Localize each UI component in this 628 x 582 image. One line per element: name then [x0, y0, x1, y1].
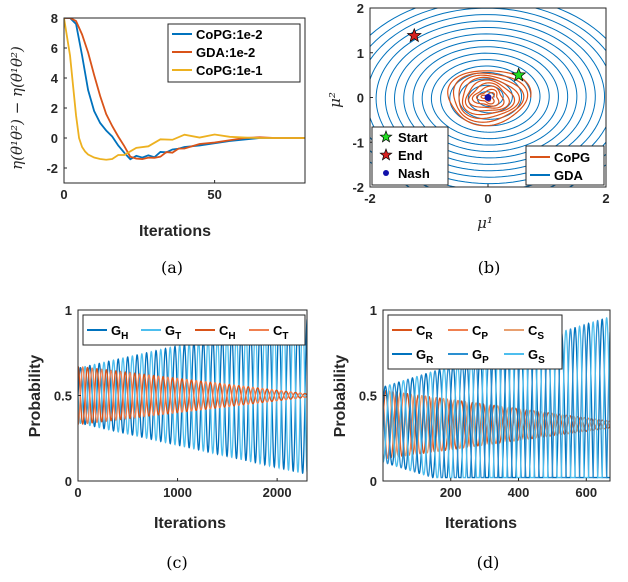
panel-a-CoPG-1e-2-legend-label: CoPG:1e-2 — [196, 27, 262, 42]
y-tick-label: 8 — [51, 11, 58, 26]
panel-a-y-label: η(θ¹θ²) − η(θ¹θ²) — [8, 46, 26, 170]
legend-nash-label: Nash — [398, 166, 430, 181]
series-G_S-line — [383, 316, 610, 479]
y-tick-label: 6 — [51, 41, 58, 56]
panel-c-y-label: Probability — [27, 355, 44, 438]
panel-c-ticks: 0 1000 2000 0 0.5 1 — [54, 303, 292, 500]
panel-d-caption: (d) — [477, 553, 500, 572]
series-GDA-spiral — [370, 8, 606, 187]
panel-a-x-label: Iterations — [139, 223, 211, 240]
legend-start-label: Start — [398, 130, 428, 145]
panel-b-legend: Start End Nash CoPG GDA — [371, 126, 605, 186]
x-tick-label: 1000 — [163, 485, 192, 500]
series-C_T-line — [78, 366, 307, 425]
y-tick-label: 0 — [65, 474, 72, 489]
panel-a-legend: CoPG:1e-2 GDA:1e-2 CoPG:1e-1 — [167, 23, 301, 83]
panel-a-series — [64, 18, 305, 161]
y-tick-label: 1 — [370, 303, 377, 318]
series-G_R-line — [383, 318, 610, 479]
panel-b-trajectory-chart: -2 0 2 -2 -1 0 1 2 μ¹ μ² Start End Nash CoPG GDA (b… — [326, 1, 610, 277]
y-tick-label: 0.5 — [359, 389, 377, 404]
y-tick-label: 2 — [357, 1, 364, 16]
x-tick-label: 600 — [575, 485, 597, 500]
y-tick-label: 0.5 — [54, 389, 72, 404]
x-tick-label: 2 — [602, 191, 609, 206]
panel-b-y-label: μ² — [326, 92, 344, 108]
marker-nash — [484, 94, 492, 101]
panel-b-ticks: -2 0 2 -2 -1 0 1 2 — [352, 1, 609, 206]
legend-end-label: End — [398, 148, 423, 163]
panel-a-CoPG-1e-1-legend-label: CoPG:1e-1 — [196, 63, 262, 78]
panel-b-copg-legend-label: CoPG — [554, 150, 590, 165]
panel-c-legend: GH GT CH CT — [82, 314, 306, 346]
x-tick-label: 0 — [74, 485, 81, 500]
panel-d-series — [383, 316, 610, 479]
y-tick-label: -2 — [352, 180, 364, 195]
panel-c-x-label: Iterations — [154, 515, 226, 532]
marker-start — [511, 67, 527, 82]
legend-start-symbol — [379, 130, 393, 143]
series-G_P-line — [383, 319, 610, 479]
panel-a-axes-box — [63, 17, 306, 184]
panel-d-x-label: Iterations — [445, 515, 517, 532]
legend-nash-symbol — [383, 170, 389, 176]
series-G_T-line — [78, 316, 307, 473]
y-tick-label: 0 — [370, 474, 377, 489]
series-CoPG-1e-1-line — [64, 18, 305, 161]
y-tick-label: -2 — [46, 161, 58, 176]
panel-c-caption: (c) — [166, 553, 187, 572]
panel-b-gda-legend-label: GDA — [554, 168, 584, 183]
panel-d-line-chart: 200 400 600 0 0.5 1 Iterations Probability CR… — [332, 303, 611, 572]
y-tick-label: 1 — [357, 46, 364, 61]
panel-d-ticks: 200 400 600 0 0.5 1 — [359, 303, 597, 500]
y-tick-label: 0 — [357, 91, 364, 106]
panel-c-line-chart: 0 1000 2000 0 0.5 1 Iterations Probability GH… — [27, 303, 308, 572]
x-tick-label: 0 — [484, 191, 491, 206]
x-tick-label: 400 — [508, 485, 530, 500]
legend-end-symbol — [379, 148, 393, 161]
x-tick-label: -2 — [364, 191, 376, 206]
d-legend-box — [387, 314, 563, 370]
x-tick-label: 0 — [60, 187, 67, 202]
panel-b-caption: (b) — [478, 258, 501, 277]
y-tick-label: 1 — [65, 303, 72, 318]
panel-d-y-label: Probability — [332, 355, 349, 438]
y-tick-label: 2 — [51, 101, 58, 116]
y-tick-label: 0 — [51, 131, 58, 146]
y-tick-label: 4 — [51, 71, 59, 86]
series-CoPG-1e-2-line — [64, 18, 305, 161]
x-tick-label: 200 — [440, 485, 462, 500]
y-tick-label: -1 — [352, 135, 364, 150]
marker-end — [406, 27, 422, 43]
panel-b-series — [370, 8, 606, 187]
panel-b-x-label: μ¹ — [477, 214, 493, 232]
series-C_H-line — [78, 366, 307, 425]
panel-b-series-legend-box — [525, 145, 605, 186]
panel-a-GDA-1e-2-legend-label: GDA:1e-2 — [196, 45, 255, 60]
x-tick-label: 50 — [207, 187, 221, 202]
series-CoPG-spiral — [447, 70, 532, 127]
panel-a-caption: (a) — [161, 258, 183, 277]
series-GDA-1e-2-line — [64, 18, 305, 161]
x-tick-label: 2000 — [263, 485, 292, 500]
